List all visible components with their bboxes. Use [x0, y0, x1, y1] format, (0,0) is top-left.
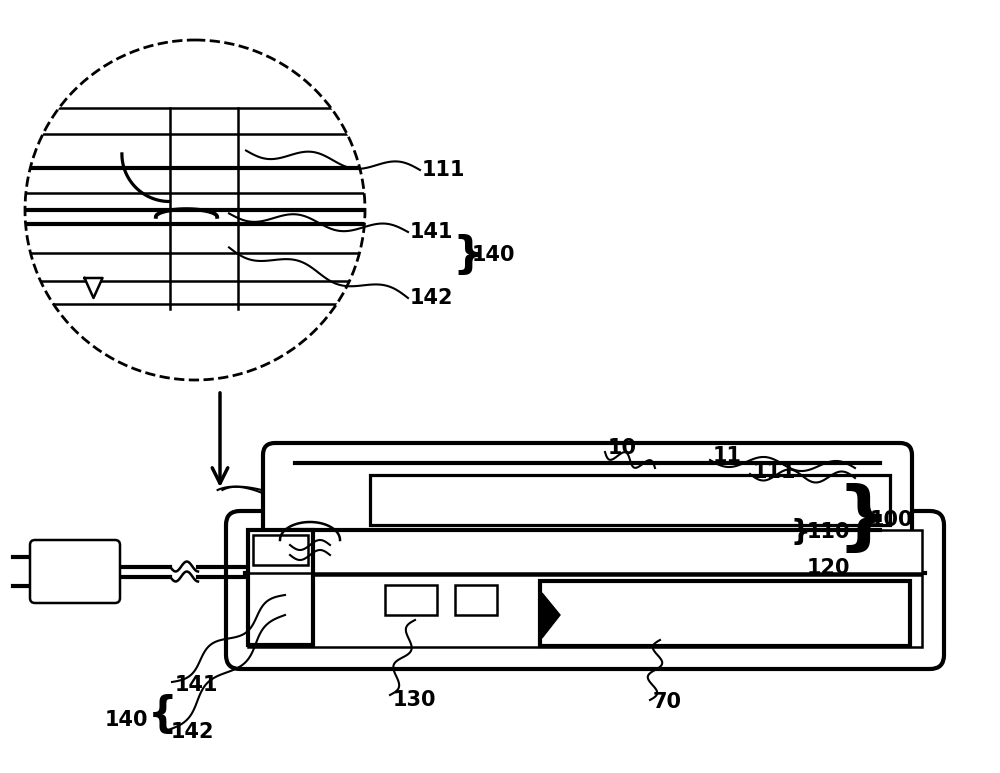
Text: 140: 140: [472, 245, 516, 265]
FancyBboxPatch shape: [263, 443, 912, 550]
Text: 141: 141: [410, 222, 454, 242]
Bar: [540, 581, 910, 646]
Text: }: }: [452, 233, 484, 277]
Text: 130: 130: [393, 690, 436, 710]
Text: 111: 111: [422, 160, 466, 180]
Text: 141: 141: [175, 675, 218, 695]
Text: 100: 100: [870, 510, 914, 530]
Text: 142: 142: [410, 288, 454, 308]
Circle shape: [25, 40, 365, 380]
Text: 120: 120: [807, 558, 850, 578]
Polygon shape: [84, 278, 103, 298]
Text: 140: 140: [105, 710, 148, 730]
Bar: [248, 530, 922, 573]
Bar: [370, 475, 890, 525]
Text: }: }: [790, 518, 810, 546]
Text: {: {: [148, 694, 178, 736]
FancyBboxPatch shape: [30, 540, 120, 603]
Text: 70: 70: [653, 692, 682, 712]
Bar: [385, 585, 437, 615]
Text: 11: 11: [713, 446, 742, 466]
Text: 142: 142: [171, 722, 214, 742]
Text: 110: 110: [807, 522, 850, 542]
Bar: [248, 530, 313, 645]
Text: }: }: [836, 483, 890, 557]
Polygon shape: [542, 593, 560, 638]
Bar: [253, 535, 308, 565]
FancyBboxPatch shape: [226, 511, 944, 669]
Text: 111: 111: [753, 462, 796, 482]
Bar: [248, 575, 922, 647]
Text: 10: 10: [608, 438, 637, 458]
Bar: [455, 585, 497, 615]
